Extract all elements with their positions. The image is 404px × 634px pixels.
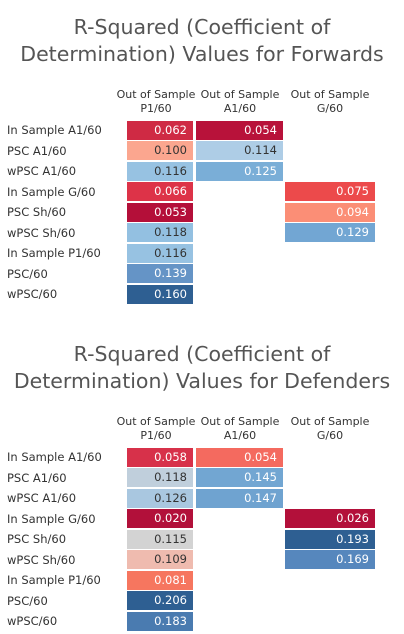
heatmap-cell: 0.126 [127,488,193,508]
row-label: wPSC A1/60 [7,164,77,178]
heatmap-cell: 0.066 [127,182,193,201]
heatmap-cell: 0.109 [127,550,193,569]
row-label: PSC/60 [7,266,48,281]
heatmap-cell: 0.058 [127,447,193,467]
heatmap-cell: 0.193 [285,529,375,549]
column-header: Out of Sample G/60 [290,415,370,442]
row-label: wPSC Sh/60 [7,552,76,567]
heatmap-cell: 0.100 [127,141,193,160]
heatmap-cell: 0.147 [196,488,283,508]
row-label: wPSC Sh/60 [7,225,76,240]
row-label: wPSC/60 [7,287,58,301]
column-header: Out of Sample P1/60 [116,88,196,115]
heatmap-cell: 0.206 [127,591,193,610]
row-label: In Sample P1/60 [7,573,101,587]
heatmap-cell: 0.160 [127,284,193,304]
row-label: PSC Sh/60 [7,532,67,546]
heatmap-cell: 0.183 [127,611,193,631]
heatmap-cell: 0.020 [127,509,193,528]
column-header: Out of Sample P1/60 [116,415,196,442]
heatmap-cell: 0.026 [285,509,375,528]
heatmap-cell: 0.062 [127,120,193,140]
row-label: In Sample G/60 [7,511,96,526]
chart-title: R-Squared (Coefficient of Determination)… [20,15,384,66]
heatmap-cell: 0.129 [285,223,375,242]
heatmap-cell: 0.081 [127,570,193,590]
heatmap-cell: 0.116 [127,161,193,181]
row-label: In Sample G/60 [7,184,96,199]
heatmap-cell: 0.145 [196,468,283,487]
row-label: wPSC A1/60 [7,491,77,505]
column-header: Out of Sample G/60 [290,88,370,115]
heatmap-cell: 0.125 [196,161,283,181]
row-label: PSC A1/60 [7,143,67,158]
heatmap-cell: 0.139 [127,264,193,283]
heatmap-cell: 0.054 [196,447,283,467]
row-label: wPSC/60 [7,614,58,628]
column-header: Out of Sample A1/60 [200,415,280,442]
row-label: PSC Sh/60 [7,205,67,219]
column-header: Out of Sample A1/60 [200,88,280,115]
heatmap-cell: 0.114 [196,141,283,160]
heatmap-cell: 0.118 [127,468,193,487]
row-label: In Sample P1/60 [7,246,101,260]
heatmap-cell: 0.118 [127,223,193,242]
row-label: PSC A1/60 [7,470,67,485]
heatmap-cell: 0.115 [127,529,193,549]
heatmap-cell: 0.169 [285,550,375,569]
chart-title: R-Squared (Coefficient of Determination)… [13,342,391,393]
heatmap-cell: 0.054 [196,120,283,140]
row-label: PSC/60 [7,593,48,608]
heatmap-cell: 0.116 [127,243,193,263]
heatmap-cell: 0.053 [127,202,193,222]
heatmap-cell: 0.075 [285,182,375,201]
row-label: In Sample A1/60 [7,450,102,464]
heatmap-cell: 0.094 [285,202,375,222]
row-label: In Sample A1/60 [7,123,102,137]
